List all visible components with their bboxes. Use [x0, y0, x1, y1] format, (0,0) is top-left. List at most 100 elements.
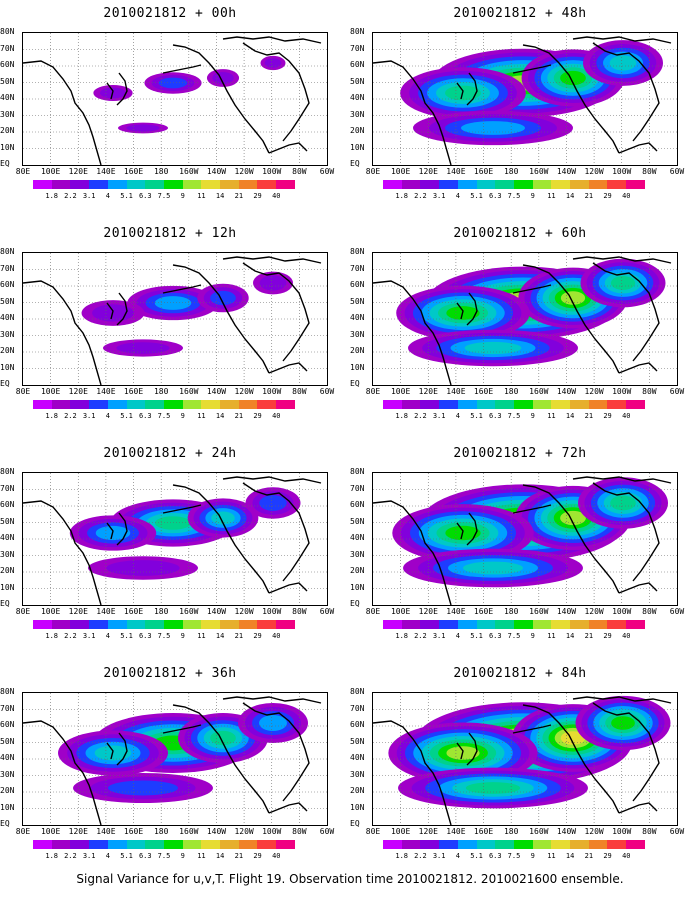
- colorbar: [383, 180, 645, 189]
- colorbar-swatch: [551, 840, 571, 849]
- colorbar-swatch: [607, 620, 627, 629]
- map-panel: 2010021812 + 48h 80N 70N 60N 50N 40N 30N 20N 10N…: [350, 6, 690, 221]
- coastline: [373, 720, 452, 825]
- longitude-label: 120E: [68, 387, 88, 396]
- colorbar-swatch: [70, 620, 90, 629]
- latitude-label: 30N: [0, 109, 15, 119]
- variance-contour: [212, 72, 234, 84]
- coastline: [116, 512, 128, 546]
- latitude-label: 70N: [350, 703, 365, 713]
- colorbar-swatch: [107, 840, 127, 849]
- latitude-label: 10N: [350, 362, 365, 372]
- coastline: [592, 42, 660, 142]
- coastline: [522, 704, 620, 814]
- colorbar-label: 9: [530, 852, 535, 860]
- colorbar-swatch: [238, 400, 258, 409]
- colorbar-swatch: [532, 180, 552, 189]
- latitude-label: 80N: [350, 467, 365, 476]
- colorbar-swatch: [383, 400, 402, 409]
- variance-map: [22, 472, 328, 606]
- colorbar-swatch: [420, 400, 440, 409]
- colorbar-label: 4: [455, 192, 460, 200]
- colorbar-swatch: [513, 180, 533, 189]
- coastline: [23, 280, 102, 385]
- coastline: [23, 500, 102, 605]
- colorbar-label: 3.1: [432, 852, 446, 860]
- longitude-label: 160E: [473, 827, 494, 836]
- latitude-label: 60N: [350, 280, 365, 289]
- longitude-label: 100E: [390, 827, 411, 836]
- colorbar-label: 7.5: [507, 412, 521, 420]
- coastline: [373, 500, 452, 605]
- longitude-label: 100W: [262, 607, 282, 616]
- colorbar-swatch: [626, 400, 645, 409]
- coastline: [242, 482, 310, 582]
- longitude-label: 100W: [262, 387, 282, 396]
- latitude-label: 50N: [0, 516, 15, 526]
- colorbar-swatch: [570, 180, 589, 189]
- colorbar-swatch: [476, 840, 496, 849]
- latitude-label: 80N: [0, 687, 15, 696]
- latitude-label: 20N: [0, 786, 15, 795]
- colorbar-label: 40: [272, 192, 281, 200]
- longitude-label: 160E: [123, 167, 144, 176]
- coastline: [162, 504, 202, 514]
- colorbar-label: 7.5: [157, 852, 171, 860]
- longitude-label: 180: [503, 607, 519, 616]
- colorbar-swatch: [145, 400, 164, 409]
- variance-contour: [609, 55, 637, 71]
- variance-map: [372, 472, 678, 606]
- colorbar-swatch: [163, 620, 183, 629]
- latitude-label: 40N: [350, 533, 365, 542]
- colorbar-label: 2.2: [414, 192, 427, 200]
- latitude-label: EQ: [350, 159, 360, 168]
- colorbar-label: 2.2: [414, 852, 427, 860]
- colorbar-label: 40: [622, 632, 631, 640]
- colorbar-label: 5.1: [470, 632, 483, 640]
- colorbar-label: 7.5: [157, 412, 171, 420]
- colorbar-label: 9: [530, 632, 535, 640]
- coastline: [456, 522, 464, 540]
- longitude-label: 160W: [529, 607, 549, 616]
- longitude-label: 80W: [642, 607, 657, 616]
- colorbar-swatch: [33, 180, 52, 189]
- colorbar-label: 6.3: [488, 412, 502, 420]
- coastline: [456, 742, 464, 760]
- latitude-label: 30N: [0, 769, 15, 779]
- colorbar-label: 1.8: [395, 412, 409, 420]
- longitude-label: 80E: [15, 167, 31, 176]
- colorbar-label: 5.1: [120, 852, 133, 860]
- latitude-label: 50N: [0, 76, 15, 86]
- colorbar-swatch: [383, 840, 402, 849]
- latitude-label: 40N: [0, 93, 15, 102]
- variance-contour: [560, 731, 586, 745]
- latitude-label: 10N: [0, 362, 15, 372]
- colorbar-swatch: [439, 180, 458, 189]
- latitude-label: EQ: [0, 159, 10, 168]
- colorbar-label: 2.2: [414, 412, 427, 420]
- colorbar-label: 4: [455, 412, 460, 420]
- colorbar: [33, 840, 295, 849]
- coastline: [222, 696, 322, 704]
- longitude-label: 180: [153, 827, 169, 836]
- longitude-label: 120E: [68, 167, 88, 176]
- colorbar-label: 29: [603, 852, 612, 860]
- colorbar-swatch: [220, 620, 239, 629]
- colorbar-swatch: [383, 620, 402, 629]
- longitude-label: 60W: [319, 387, 335, 396]
- colorbar-swatch: [513, 840, 533, 849]
- coastline: [466, 292, 478, 326]
- colorbar-swatch: [201, 400, 221, 409]
- latitude-label: 30N: [350, 549, 365, 559]
- colorbar-label: 2.2: [414, 632, 427, 640]
- colorbar-swatch: [220, 840, 239, 849]
- colorbar-label: 9: [530, 192, 535, 200]
- coastline: [522, 44, 620, 154]
- colorbar-label: 7.5: [157, 192, 171, 200]
- variance-contour: [108, 780, 178, 796]
- coastline: [618, 802, 658, 814]
- variance-contour: [611, 716, 635, 730]
- colorbar-swatch: [401, 620, 421, 629]
- colorbar-swatch: [626, 620, 645, 629]
- colorbar-label: 11: [547, 412, 556, 420]
